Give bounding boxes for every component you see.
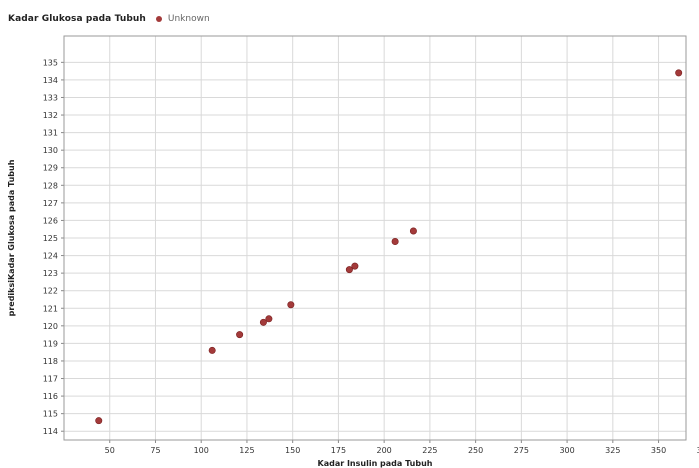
data-point (266, 316, 272, 322)
y-tick-label: 130 (43, 146, 58, 155)
y-tick-label: 117 (43, 375, 58, 384)
x-tick-label: 350 (651, 446, 666, 455)
y-tick-label: 127 (43, 199, 58, 208)
x-tick-label: 250 (468, 446, 483, 455)
x-tick-label: 200 (377, 446, 392, 455)
y-tick-label: 124 (43, 252, 58, 261)
x-tick-label: 275 (514, 446, 529, 455)
data-point (352, 263, 358, 269)
y-tick-label: 132 (43, 111, 58, 120)
y-tick-label: 131 (43, 129, 58, 138)
x-tick-label: 100 (194, 446, 209, 455)
x-tick-label: 75 (150, 446, 160, 455)
x-tick-label: 325 (605, 446, 620, 455)
data-point (392, 238, 398, 244)
y-axis-label: prediksiKadar Glukosa pada Tubuh (7, 159, 16, 316)
x-tick-label: 175 (331, 446, 346, 455)
x-tick-label: 150 (285, 446, 300, 455)
x-tick-label: 225 (422, 446, 437, 455)
x-tick-label: 50 (105, 446, 115, 455)
y-tick-label: 135 (43, 58, 58, 67)
data-point (410, 228, 416, 234)
y-tick-label: 118 (43, 357, 58, 366)
data-point (288, 302, 294, 308)
x-tick-label: 125 (239, 446, 254, 455)
y-tick-label: 122 (43, 287, 58, 296)
grid-layer (64, 36, 699, 440)
y-tick-label: 126 (43, 216, 58, 225)
y-tick-label: 133 (43, 93, 58, 102)
data-point (209, 347, 215, 353)
y-tick-label: 125 (43, 234, 58, 243)
x-tick-label: 300 (559, 446, 574, 455)
data-point (96, 417, 102, 423)
data-point (236, 331, 242, 337)
y-tick-label: 116 (43, 392, 58, 401)
y-tick-label: 134 (43, 76, 58, 85)
x-axis-label: Kadar Insulin pada Tubuh (318, 459, 433, 468)
y-tick-label: 119 (43, 339, 58, 348)
data-point (675, 70, 681, 76)
y-tick-label: 128 (43, 181, 58, 190)
y-tick-label: 114 (43, 427, 58, 436)
y-tick-label: 120 (43, 322, 58, 331)
y-tick-label: 129 (43, 164, 58, 173)
y-tick-label: 123 (43, 269, 58, 278)
y-tick-label: 121 (43, 304, 58, 313)
y-tick-label: 115 (43, 410, 58, 419)
